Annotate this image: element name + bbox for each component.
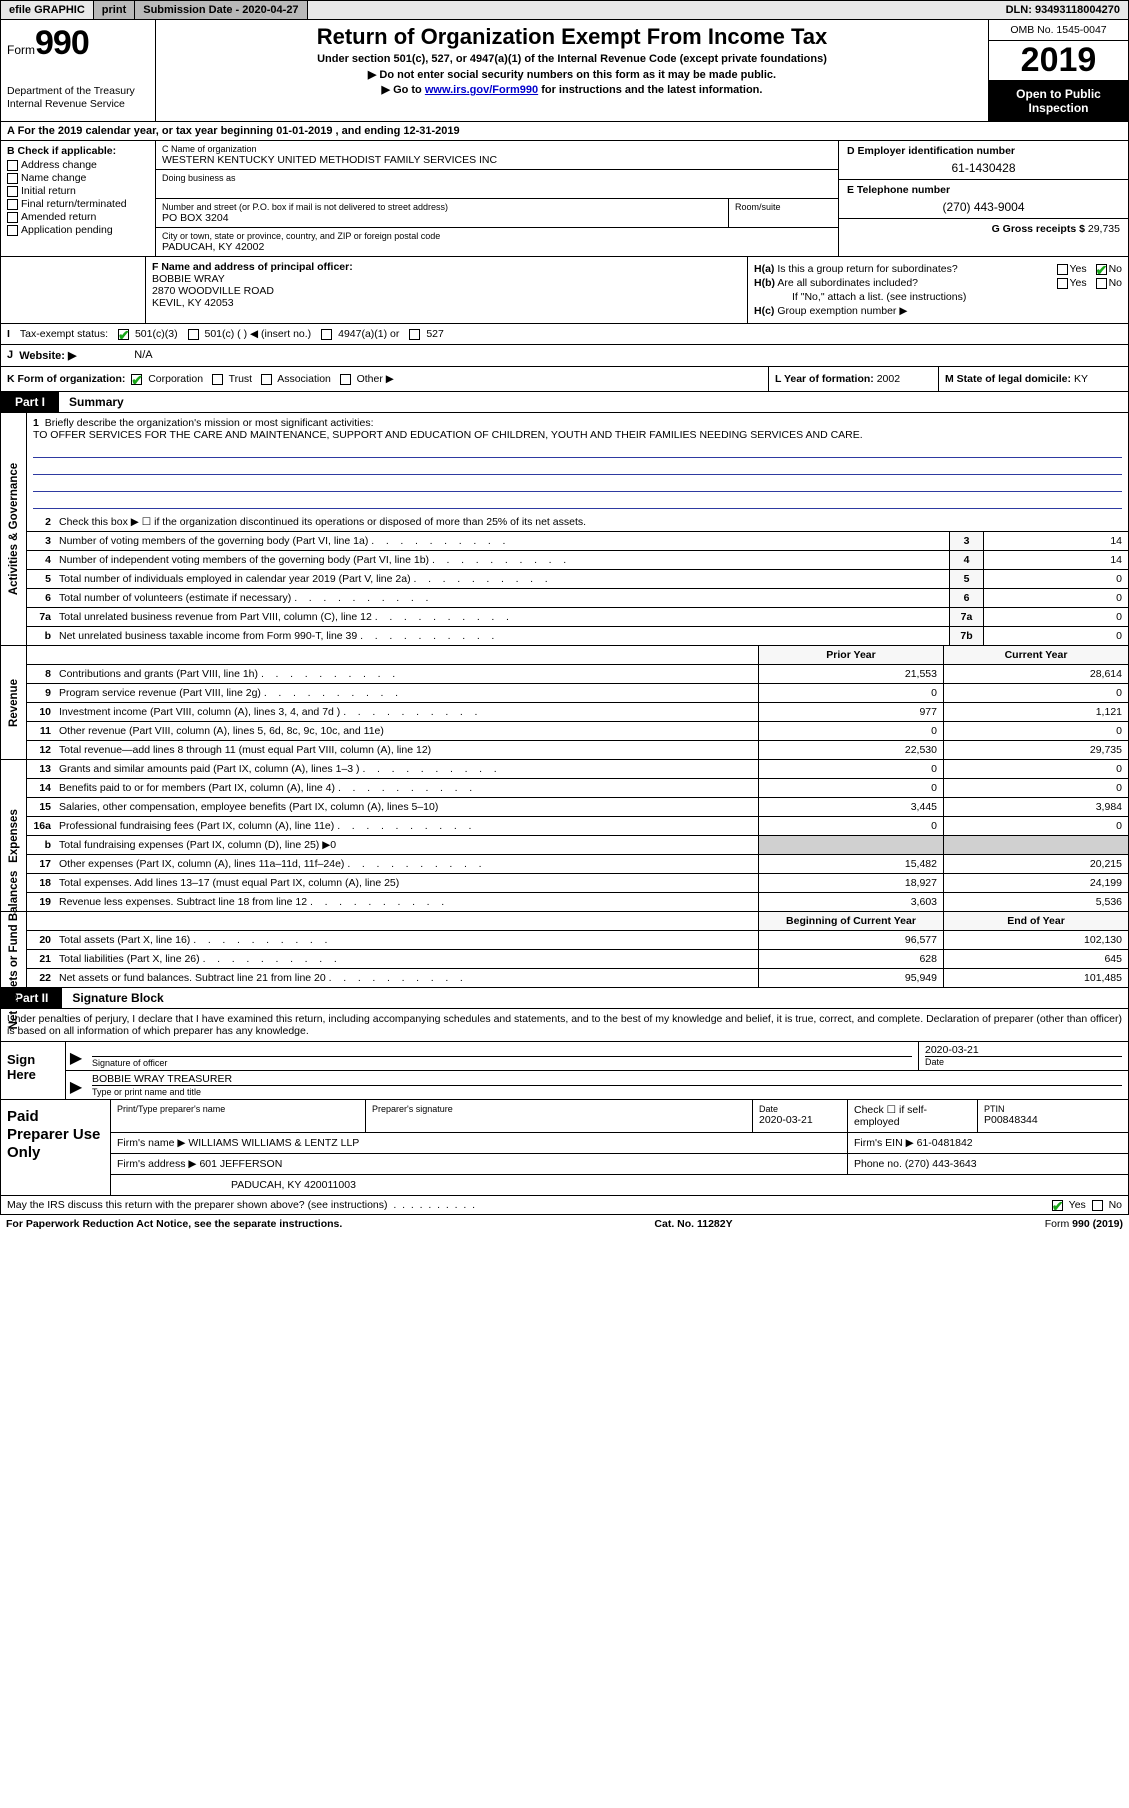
chk-501c[interactable]: 501(c) ( ) ◀ (insert no.) <box>188 328 312 340</box>
section-j: J Website: ▶ N/A <box>0 345 1129 367</box>
year-formation: 2002 <box>877 373 900 385</box>
dln: DLN: 93493118004270 <box>998 1 1128 19</box>
org-address: PO BOX 3204 <box>162 212 722 224</box>
firm-name: WILLIAMS WILLIAMS & LENTZ LLP <box>188 1137 359 1149</box>
chk-other[interactable]: Other ▶ <box>340 373 394 385</box>
tax-year: 2019 <box>989 41 1128 81</box>
section-b: B Check if applicable: Address change Na… <box>1 141 156 256</box>
arrow-icon: ▶ <box>66 1071 86 1099</box>
section-fh: F Name and address of principal officer:… <box>0 257 1129 324</box>
mission-block: 1 Briefly describe the organization's mi… <box>27 413 1128 513</box>
chk-4947[interactable]: 4947(a)(1) or <box>321 328 399 340</box>
org-city: PADUCAH, KY 42002 <box>162 241 832 253</box>
omb-number: OMB No. 1545-0047 <box>989 20 1128 41</box>
note-ssn: Do not enter social security numbers on … <box>166 68 978 81</box>
chk-527[interactable]: 527 <box>409 328 443 340</box>
tax-year-range: A For the 2019 calendar year, or tax yea… <box>0 122 1129 141</box>
org-info-block: B Check if applicable: Address change Na… <box>0 141 1129 257</box>
chk-address-change[interactable]: Address change <box>7 159 149 171</box>
page-footer: For Paperwork Reduction Act Notice, see … <box>0 1215 1129 1233</box>
chk-name-change[interactable]: Name change <box>7 172 149 184</box>
print-button[interactable]: print <box>94 1 135 19</box>
phone: (270) 443-9004 <box>847 200 1120 214</box>
efile-topbar: efile GRAPHIC print Submission Date - 20… <box>0 0 1129 20</box>
submission-date: Submission Date - 2020-04-27 <box>135 1 307 19</box>
section-i: I Tax-exempt status: 501(c)(3) 501(c) ( … <box>0 324 1129 345</box>
officer-name: BOBBIE WRAY <box>152 273 741 285</box>
activities-governance-section: Activities & Governance 1 Briefly descri… <box>0 413 1129 646</box>
expenses-section: Expenses 13Grants and similar amounts pa… <box>0 760 1129 912</box>
arrow-icon: ▶ <box>66 1042 86 1070</box>
dept-treasury: Department of the Treasury Internal Reve… <box>7 85 149 111</box>
section-de: D Employer identification number 61-1430… <box>838 141 1128 256</box>
officer-name-title: BOBBIE WRAY TREASURER <box>92 1073 1122 1085</box>
irs-discuss-row: May the IRS discuss this return with the… <box>0 1196 1129 1215</box>
perjury-declaration: Under penalties of perjury, I declare th… <box>1 1009 1128 1042</box>
form-subtitle: Under section 501(c), 527, or 4947(a)(1)… <box>166 53 978 65</box>
chk-trust[interactable]: Trust <box>212 373 252 385</box>
form990-link[interactable]: www.irs.gov/Form990 <box>425 84 538 96</box>
open-to-public: Open to Public Inspection <box>989 81 1128 121</box>
signature-block: Under penalties of perjury, I declare th… <box>0 1009 1129 1100</box>
section-c: C Name of organization WESTERN KENTUCKY … <box>156 141 838 256</box>
ha-yesno[interactable]: Yes No <box>1051 263 1123 275</box>
efile-label: efile GRAPHIC <box>1 1 94 19</box>
state-domicile: KY <box>1074 373 1088 385</box>
part-ii-header: Part II Signature Block <box>0 988 1129 1009</box>
chk-final-return[interactable]: Final return/terminated <box>7 198 149 210</box>
chk-initial-return[interactable]: Initial return <box>7 185 149 197</box>
sign-here-label: Sign Here <box>1 1042 66 1099</box>
part-i-header: Part I Summary <box>0 392 1129 413</box>
ein: 61-1430428 <box>847 161 1120 175</box>
preparer-block: Paid Preparer Use Only Print/Type prepar… <box>0 1100 1129 1196</box>
note-link: Go to www.irs.gov/Form990 for instructio… <box>166 83 978 96</box>
hb-yesno[interactable]: Yes No <box>1051 277 1123 289</box>
website-val: N/A <box>134 349 152 362</box>
gross-receipts: 29,735 <box>1088 223 1120 235</box>
section-klm: K Form of organization: Corporation Trus… <box>0 367 1129 392</box>
ptin: P00848344 <box>984 1114 1122 1126</box>
net-assets-section: Net Assets or Fund Balances Beginning of… <box>0 912 1129 988</box>
form-id-block: Form990 Department of the Treasury Inter… <box>1 20 156 121</box>
revenue-section: Revenue Prior YearCurrent Year 8Contribu… <box>0 646 1129 760</box>
firm-ein: 61-0481842 <box>917 1137 973 1149</box>
chk-501c3[interactable]: 501(c)(3) <box>118 328 178 340</box>
org-name: WESTERN KENTUCKY UNITED METHODIST FAMILY… <box>162 154 832 166</box>
form-title: Return of Organization Exempt From Incom… <box>166 24 978 50</box>
firm-phone: (270) 443-3643 <box>905 1158 977 1170</box>
chk-application-pending[interactable]: Application pending <box>7 224 149 236</box>
discuss-yesno[interactable]: Yes No <box>1052 1199 1122 1211</box>
form-header: Form990 Department of the Treasury Inter… <box>0 20 1129 122</box>
chk-corporation[interactable]: Corporation <box>131 373 203 385</box>
chk-association[interactable]: Association <box>261 373 331 385</box>
chk-amended[interactable]: Amended return <box>7 211 149 223</box>
